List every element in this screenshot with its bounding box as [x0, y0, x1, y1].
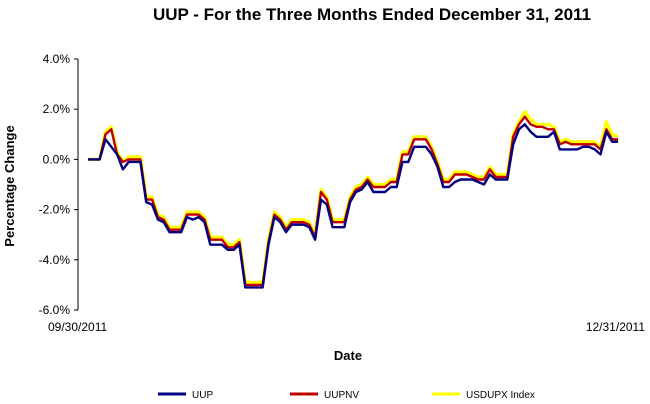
series-layer	[88, 110, 619, 289]
legend-label: UUPNV	[324, 390, 359, 401]
x-tick-label-end: 12/31/2011	[586, 320, 645, 334]
y-tick-label: 4.0%	[43, 52, 71, 66]
y-tick-label: -6.0%	[39, 303, 71, 317]
series-line-uupnv	[88, 115, 618, 287]
x-tick-label-start: 09/30/2011	[48, 320, 107, 334]
y-tick-label: 0.0%	[43, 152, 71, 166]
legend: UUP UUPNV USDUPX Index	[158, 390, 535, 401]
legend-label: USDUPX Index	[466, 390, 535, 401]
series-line-usdupx-index	[88, 110, 619, 284]
y-tick-label: 2.0%	[43, 102, 71, 116]
x-axis: 09/30/2011 12/31/2011	[48, 320, 645, 334]
x-axis-label: Date	[334, 348, 362, 363]
y-axis: 4.0% 2.0% 0.0% -2.0% -4.0% -6.0%	[39, 52, 79, 317]
y-tick-label: -2.0%	[39, 203, 71, 217]
y-tick-label: -4.0%	[39, 253, 71, 267]
legend-label: UUP	[192, 390, 213, 401]
series-line-uup	[88, 123, 618, 289]
y-axis-label: Percentage Change	[2, 125, 17, 246]
chart-title: UUP - For the Three Months Ended Decembe…	[153, 5, 591, 24]
